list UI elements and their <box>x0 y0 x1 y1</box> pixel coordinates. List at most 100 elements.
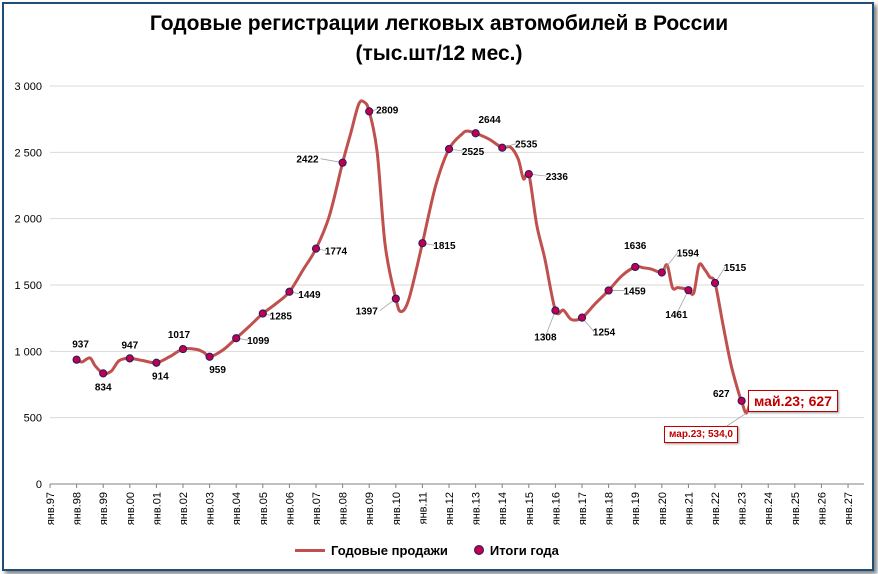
year-end-point <box>99 369 108 378</box>
x-tick-label: янв.98 <box>72 492 84 525</box>
year-end-point <box>311 244 321 253</box>
year-end-point <box>684 286 693 295</box>
year-end-point <box>737 396 746 405</box>
year-end-point <box>285 287 294 296</box>
year-end-point <box>205 352 214 361</box>
x-tick-label: янв.11 <box>417 492 429 524</box>
x-tick-label: янв.08 <box>338 492 350 525</box>
x-tick-label: янв.13 <box>471 492 483 525</box>
year-end-label: 2336 <box>546 172 569 183</box>
data-points <box>72 107 746 405</box>
year-end-label: 1774 <box>325 247 348 258</box>
year-end-label: 2535 <box>515 140 538 151</box>
year-end-label: 1459 <box>624 286 647 297</box>
year-end-label: 834 <box>95 382 112 393</box>
x-tick-label: янв.20 <box>657 492 669 525</box>
x-tick-label: янв.19 <box>630 492 642 525</box>
y-tick-label: 0 <box>36 479 42 491</box>
year-end-label: 959 <box>209 365 226 376</box>
leader-line <box>676 289 689 315</box>
year-end-point <box>551 306 560 315</box>
x-tick-label: янв.18 <box>604 492 616 525</box>
y-tick-label: 3 000 <box>14 81 42 93</box>
data-labels: 937 834 947 914 1017 959 1099 1285 1449 1774 2422 2… <box>72 105 746 399</box>
y-tick-label: 2 000 <box>14 214 42 226</box>
year-end-label: 627 <box>713 389 730 400</box>
year-end-label: 1594 <box>677 249 700 260</box>
series-line-godovye-prodazhi <box>75 99 752 415</box>
year-end-label: 2809 <box>376 105 399 116</box>
x-tick-label: янв.14 <box>497 492 509 525</box>
x-tick-label: янв.21 <box>683 492 695 525</box>
year-end-label: 1254 <box>593 328 616 339</box>
year-end-point <box>72 355 81 364</box>
callout-min: мар.23; 534,0 <box>664 426 738 443</box>
year-end-label: 947 <box>121 340 138 351</box>
year-end-label: 1017 <box>168 330 191 341</box>
year-end-point <box>338 158 347 167</box>
x-tick-label: янв.22 <box>710 492 722 525</box>
year-end-label: 1308 <box>534 332 557 343</box>
year-end-point <box>710 278 720 288</box>
x-tick-label: янв.00 <box>125 492 137 525</box>
x-tick-label: янв.09 <box>364 492 376 525</box>
year-end-label: 1449 <box>298 290 321 301</box>
year-end-label: 1515 <box>724 263 747 274</box>
series-layer <box>75 99 752 415</box>
year-end-point <box>631 262 640 272</box>
legend-dot-label: Итоги года <box>489 542 559 558</box>
x-tick-label: янв.17 <box>577 492 589 525</box>
year-end-point <box>232 334 241 343</box>
year-end-point <box>657 268 666 277</box>
x-tick-label: янв.02 <box>178 492 190 525</box>
grid-lines <box>50 85 864 485</box>
leader-line <box>661 252 679 273</box>
year-end-point <box>365 107 374 116</box>
year-end-label: 2525 <box>462 147 485 158</box>
x-tick-label: янв.12 <box>444 492 456 525</box>
x-tick-label: янв.01 <box>151 492 163 525</box>
legend-line-label: Годовые продажи <box>331 542 448 558</box>
year-end-point <box>125 354 134 363</box>
year-end-point <box>444 144 454 154</box>
x-tick-label: янв.27 <box>843 492 855 525</box>
year-end-point <box>418 239 427 248</box>
legend: Годовые продажи Итоги года <box>295 540 559 560</box>
chart-title: Годовые регистрации легковых автомобилей… <box>149 12 729 35</box>
x-tick-label: янв.10 <box>391 492 403 525</box>
x-tick-label: янв.99 <box>98 492 110 525</box>
year-end-point <box>258 309 267 318</box>
x-tick-label: янв.07 <box>311 492 323 525</box>
year-end-label: 1285 <box>270 312 293 323</box>
callout-min-leader <box>723 412 747 429</box>
x-tick-label: янв.03 <box>205 492 217 525</box>
year-end-point <box>178 344 188 354</box>
x-tick-label: янв.26 <box>816 492 828 525</box>
x-tick-label: янв.25 <box>790 492 802 525</box>
axes: 0 500 1 000 1 500 2 000 2 500 3 000 янв.97 янв.9… <box>14 81 855 525</box>
year-end-label: 1636 <box>624 241 647 252</box>
year-end-point <box>498 143 507 152</box>
legend-dot-swatch <box>473 545 484 555</box>
leader-line <box>545 310 556 337</box>
y-tick-label: 2 500 <box>14 147 42 159</box>
year-end-point <box>152 358 161 367</box>
year-end-label: 1461 <box>665 310 688 321</box>
x-tick-label: янв.97 <box>45 492 57 525</box>
year-end-point <box>577 313 587 322</box>
year-end-label: 937 <box>72 340 89 351</box>
legend-line-swatch <box>295 548 325 552</box>
year-end-label: 1397 <box>356 307 379 318</box>
year-end-label: 914 <box>152 372 169 383</box>
y-tick-label: 500 <box>24 413 42 425</box>
x-tick-label: янв.24 <box>763 492 775 525</box>
year-end-point <box>391 294 400 303</box>
x-tick-label: янв.15 <box>524 492 536 525</box>
x-tick-label: янв.05 <box>258 492 270 525</box>
x-tick-label: янв.23 <box>737 492 749 525</box>
callout-last: май.23; 627 <box>748 390 838 412</box>
x-tick-label: янв.06 <box>284 492 296 525</box>
year-end-point <box>471 129 480 138</box>
